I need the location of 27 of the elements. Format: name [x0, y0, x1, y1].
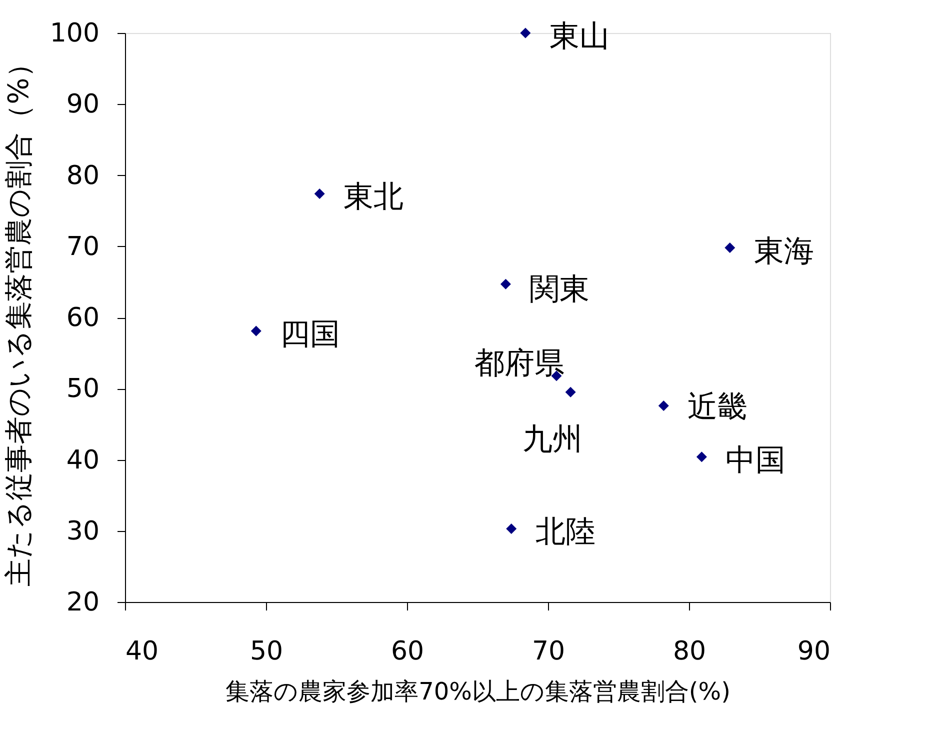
- annotation: 東海: [754, 234, 814, 269]
- annotation: 九州: [522, 422, 583, 458]
- x-tick-label: 70: [532, 636, 566, 666]
- y-tick-label: 80: [66, 160, 100, 191]
- y-axis-title: 主たる従事者のいる集落営農の割合（%）: [2, 50, 35, 586]
- x-tick-label: 80: [672, 636, 706, 666]
- annotation: 北陸: [535, 514, 596, 550]
- y-tick-label: 70: [66, 232, 100, 262]
- annotation: 四国: [280, 317, 340, 352]
- annotation: 近畿: [688, 390, 748, 425]
- x-tick-label: 40: [126, 636, 159, 666]
- y-tick-label: 100: [50, 18, 100, 48]
- x-tick-label: 90: [797, 636, 830, 666]
- annotation: 東山: [549, 19, 610, 54]
- y-tick-label: 40: [66, 445, 100, 476]
- y-tick-label: 50: [66, 374, 100, 404]
- annotation: 都府県: [474, 346, 564, 381]
- y-tick-label: 30: [66, 516, 100, 546]
- y-tick-label: 90: [66, 90, 100, 120]
- x-tick-label: 50: [250, 636, 284, 666]
- annotation: 東北: [344, 180, 404, 215]
- annotation: 中国: [726, 442, 786, 478]
- y-tick-label: 20: [66, 588, 100, 618]
- y-tick-label: 60: [66, 303, 100, 333]
- x-tick-label: 60: [390, 636, 424, 666]
- x-axis-title: 集落の農家参加率70%以上の集落営農割合(%): [226, 678, 730, 706]
- annotation: 関東: [530, 272, 590, 308]
